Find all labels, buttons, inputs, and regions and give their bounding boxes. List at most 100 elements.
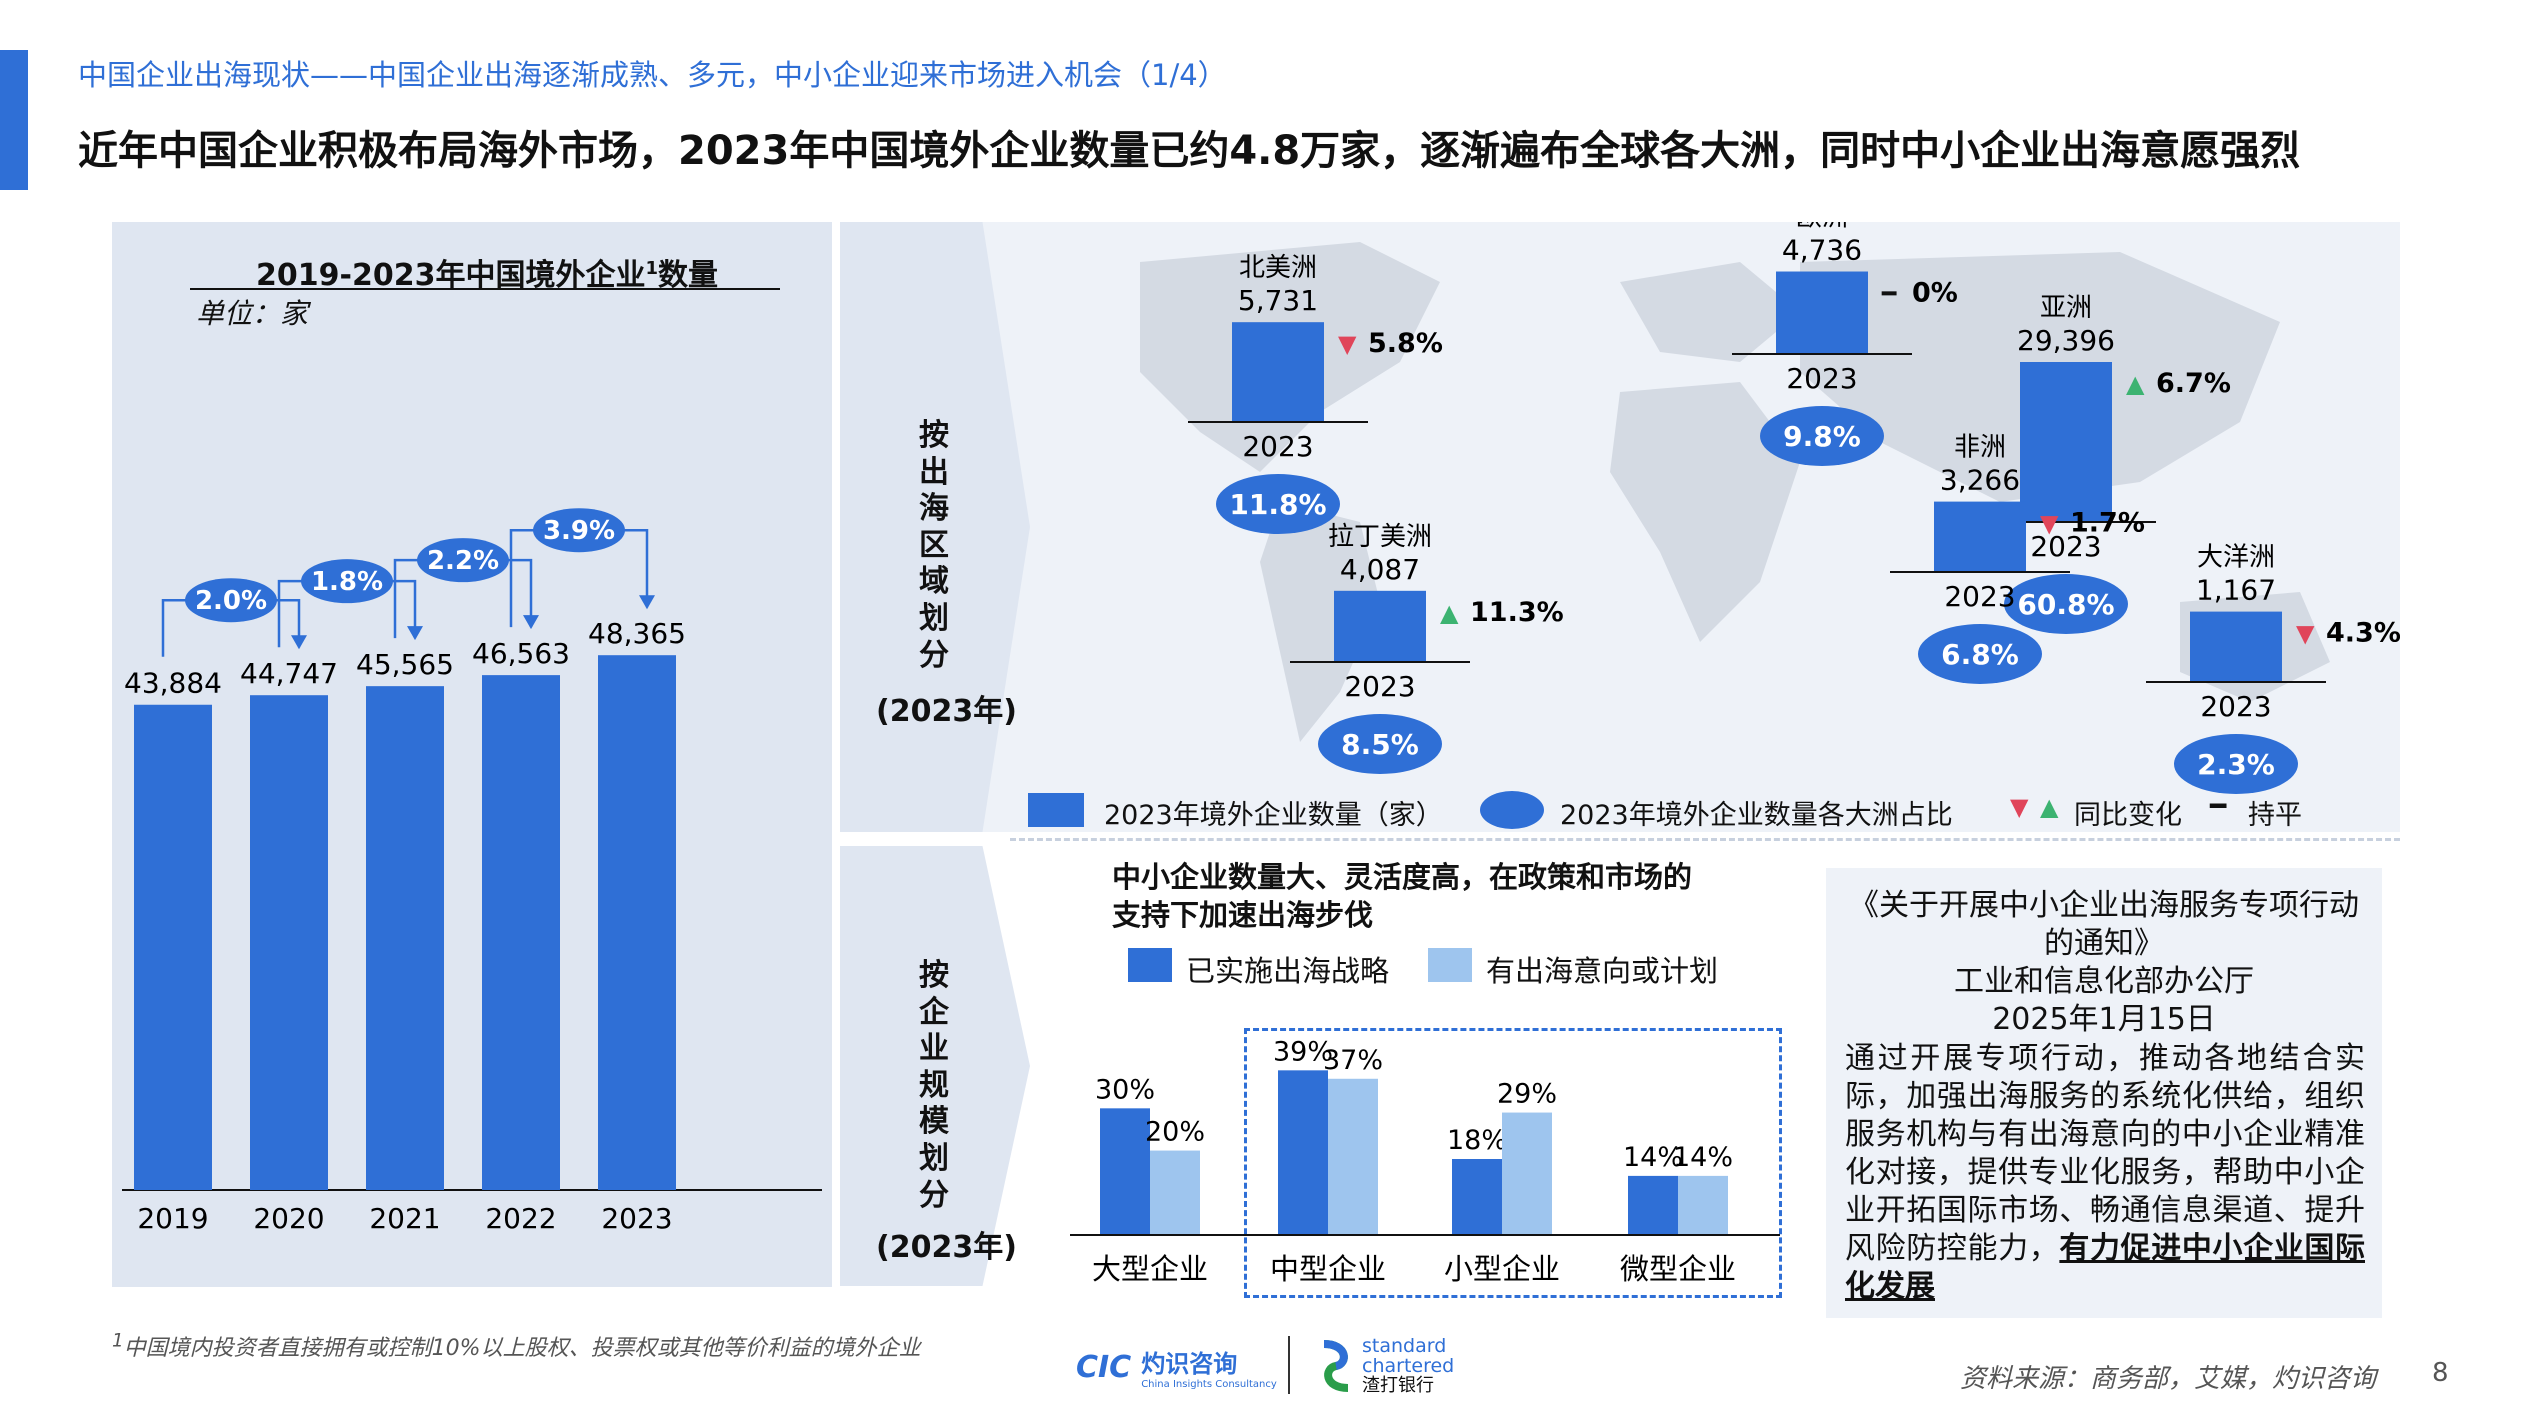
size-value-label: 29% (1497, 1079, 1557, 1110)
legend-intent-swatch (1428, 948, 1472, 982)
yearly-value-label: 43,884 (124, 667, 222, 700)
region-change-label: 4.3% (2326, 618, 2400, 649)
region-value-label: 3,266 (1940, 464, 2020, 497)
section-divider (1010, 838, 2400, 841)
region-name: 大洋洲 (2197, 543, 2275, 573)
legend-share-label: 2023年境外企业数量各大洲占比 (1560, 800, 1953, 831)
region-year-label: 2023 (2200, 690, 2271, 723)
map-south-america (1260, 502, 1380, 742)
region-share-oval (2004, 574, 2128, 634)
yearly-bar-2021 (366, 686, 444, 1190)
yearly-chart-title: 2019-2023年中国境外企业1数量 (256, 250, 718, 294)
region-change-icon: ▼ (2040, 510, 2059, 538)
notice-title-line2: 的通知》 (2044, 926, 2164, 961)
region-bar (1776, 271, 1868, 354)
region-share-oval (1216, 474, 1340, 534)
logo-divider (1288, 1336, 1290, 1394)
size-value-label: 30% (1095, 1074, 1155, 1105)
page-number: 8 (2432, 1358, 2449, 1388)
growth-oval (417, 538, 509, 583)
policy-notice-box (1826, 868, 2382, 1318)
growth-arrowhead (639, 595, 655, 610)
region-change-icon: ▼ (1338, 330, 1357, 358)
growth-arrowhead (291, 635, 307, 650)
region-name: 拉丁美洲 (1328, 522, 1432, 552)
yearly-value-label: 48,365 (588, 617, 686, 650)
notice-title-line1: 《关于开展中小企业出海服务专项行动 (1849, 888, 2359, 923)
region-year-label: 2023 (2030, 530, 2101, 563)
footnote: 1中国境内投资者直接拥有或控制10%以上股权、投票权或其他等价利益的境外企业 (112, 1330, 921, 1362)
notice-body-emphasis: 有力促进中小企业国际化发展 (1845, 1231, 2365, 1304)
size-value-label: 20% (1145, 1117, 1205, 1148)
map-africa (1610, 382, 1800, 642)
yearly-chart-title-tail: 数量 (657, 258, 718, 293)
yearly-bar-2020 (250, 695, 328, 1190)
breadcrumb: 中国企业出海现状——中国企业出海逐渐成熟、多元，中小企业迎来市场进入机会（1/4… (78, 58, 1227, 92)
size-bar-chart: 30% 20% 大型企业 39%37% 中型企业 18% 29% 小型企业 14%14% 微型企业 (1070, 1036, 1780, 1286)
size-value-label: 37% (1323, 1045, 1383, 1076)
yearly-chart-panel (112, 222, 832, 1287)
region-share-label: 9.8% (1783, 420, 1861, 453)
region-change-label: 6.7% (2156, 368, 2231, 399)
yearly-bar-2019 (134, 704, 212, 1190)
size-category-label: 大型企业 (1092, 1252, 1208, 1286)
region-change-label: 1.7% (2070, 508, 2145, 539)
yearly-value-label: 46,563 (472, 637, 570, 670)
region-share-oval (1918, 624, 2042, 684)
growth-label: 2.0% (195, 586, 267, 616)
region-change-label: 11.3% (1470, 597, 1564, 628)
notice-body-text: 通过开展专项行动，推动各地结合实际，加强出海服务的系统化供给，组织服务机构与有出… (1845, 1041, 2365, 1266)
size-category-label: 小型企业 (1444, 1252, 1560, 1286)
region-share-oval (1318, 714, 1442, 774)
region-share-oval (1760, 406, 1884, 466)
size-value-label: 39% (1273, 1036, 1333, 1067)
footnote-sup: 1 (112, 1330, 124, 1352)
region-bar (1232, 322, 1324, 422)
region-year-label: 2023 (1944, 580, 2015, 613)
yearly-value-label: 44,747 (240, 657, 338, 690)
region-year-label: 2023 (1242, 430, 1313, 463)
notice-body: 通过开展专项行动，推动各地结合实际，加强出海服务的系统化供给，组织服务机构与有出… (1845, 1040, 2365, 1306)
notice-issuer: 工业和信息化部办公厅 (1954, 964, 2254, 999)
region-year-label: 2023 (1786, 362, 1857, 395)
growth-label: 3.9% (543, 516, 615, 546)
yearly-chart-title-text: 2019-2023年中国境外企业 (256, 258, 646, 293)
region-value-label: 1,167 (2196, 574, 2276, 607)
region-change-icon: ▼ (2296, 620, 2315, 648)
size-intro-line2: 支持下加速出海步伐 (1112, 898, 1374, 932)
legend-implemented-label: 已实施出海战略 (1186, 954, 1390, 988)
sc-logo-icon (1323, 1340, 1349, 1392)
yearly-tick-label: 2019 (137, 1202, 208, 1235)
region-value-label: 4,736 (1782, 234, 1862, 267)
size-bar (1328, 1078, 1378, 1235)
size-category-label: 微型企业 (1620, 1252, 1736, 1286)
growth-arrowhead (407, 626, 423, 641)
region-change-icon: ▲ (1440, 599, 1459, 627)
growth-arrowhead (523, 615, 539, 630)
size-section-label: 按企业规模划分 (919, 958, 949, 1213)
header-accent-bar (0, 50, 28, 190)
region-share-label: 60.8% (2017, 588, 2114, 621)
yearly-tick-label: 2023 (601, 1202, 672, 1235)
region-value-label: 5,731 (1238, 284, 1318, 317)
legend-implemented-swatch (1128, 948, 1172, 982)
yearly-bar-2022 (482, 675, 560, 1190)
sc-logo-cn: 渣打银行 (1362, 1375, 1434, 1396)
cic-logo-mark: CIC (1076, 1349, 1132, 1385)
region-change-icon: ▲ (2126, 370, 2145, 398)
growth-label: 1.8% (311, 567, 383, 597)
notice-date: 2025年1月15日 (1992, 1002, 2216, 1037)
size-bar (1628, 1175, 1678, 1235)
page-title: 近年中国企业积极布局海外市场，2023年中国境外企业数量已约4.8万家，逐渐遍布… (78, 128, 2301, 174)
cic-logo: CIC 灼识咨询 China Insights Consultancy (1076, 1344, 1277, 1391)
growth-oval (533, 508, 625, 553)
region-bar (1934, 501, 2026, 572)
yearly-bar-chart: 43,884 2019 44,747 2020 45,565 2021 46,563 2022… (122, 508, 822, 1235)
legend-up-icon: ▲ (2040, 793, 2059, 821)
size-bar (1678, 1175, 1728, 1235)
legend-flat-label: 持平 (2248, 800, 2302, 831)
region-value-label: 29,396 (2017, 324, 2115, 357)
region-bar (2020, 362, 2112, 522)
size-value-label: 14% (1673, 1142, 1733, 1173)
